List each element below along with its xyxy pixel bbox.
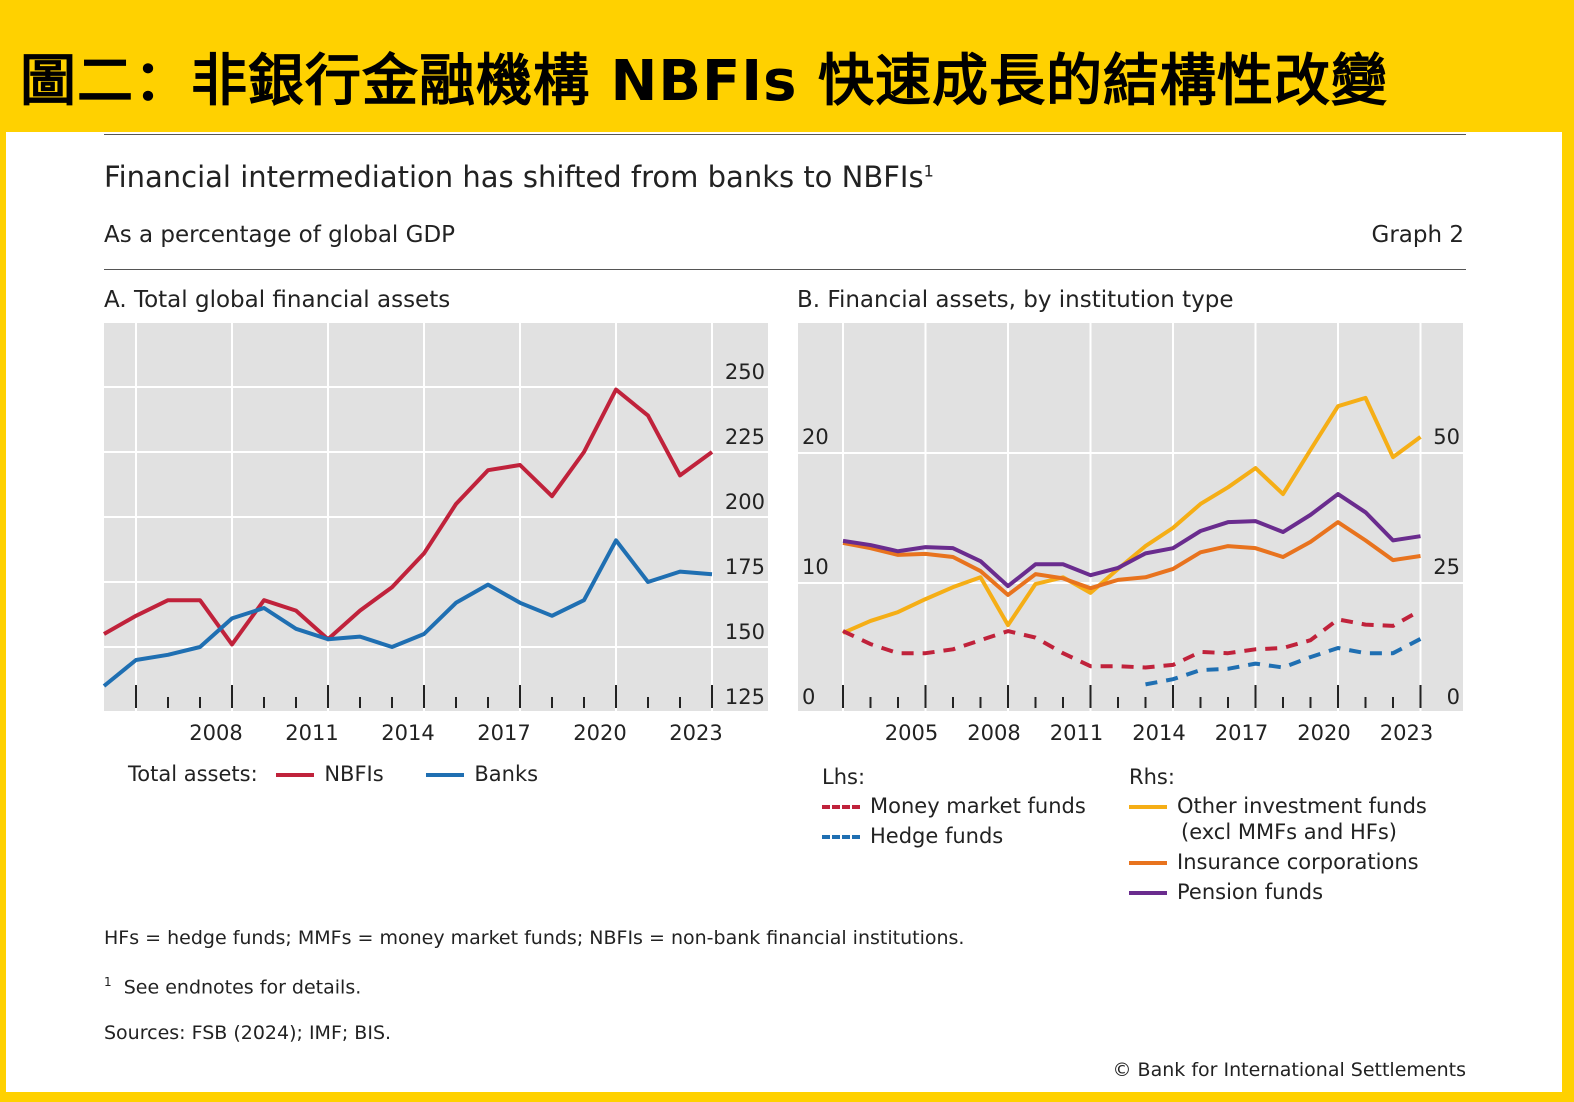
y-tick-label-a: 150	[725, 620, 765, 644]
sources: Sources: FSB (2024); IMF; BIS.	[104, 1022, 392, 1044]
graph-label: Graph 2	[1371, 222, 1465, 248]
copyright: © Bank for International Settlements	[1112, 1059, 1466, 1081]
panel-a-title: A. Total global financial assets	[104, 287, 451, 313]
footnote-1: 1 See endnotes for details.	[104, 975, 361, 998]
x-tick-label-b: 2017	[1215, 721, 1268, 745]
series-line-money-market-funds	[842, 608, 1422, 670]
legend-hedge: Hedge funds	[822, 824, 1003, 848]
legend-swatch-hedge	[822, 835, 860, 839]
legend-mmf: Money market funds	[822, 794, 1086, 818]
x-tick-label-a: 2020	[573, 721, 626, 745]
x-tick-label-b: 2005	[885, 721, 938, 745]
footnote-abbreviations: HFs = hedge funds; MMFs = money market f…	[104, 927, 965, 949]
x-tick-label-a: 2014	[381, 721, 434, 745]
y-tick-label-a: 250	[725, 360, 765, 384]
legend-other: Other investment funds	[1129, 794, 1427, 818]
series-line-hedge-funds	[1145, 637, 1422, 687]
series-line-nbfis	[103, 387, 714, 647]
lhs-tick-label: 10	[802, 555, 829, 579]
banner-title: 圖二：非銀行金融機構 NBFIs 快速成長的結構性改變	[20, 49, 1388, 114]
legend-label-pension: Pension funds	[1177, 880, 1324, 904]
top-rule	[104, 134, 1466, 135]
legend-a-title: Total assets:	[128, 762, 258, 786]
legend-swatch-banks	[426, 773, 465, 777]
legend-insurance: Insurance corporations	[1129, 850, 1419, 874]
y-tick-label-a: 225	[725, 425, 765, 449]
x-tick-label-a: 2023	[669, 721, 722, 745]
footnote-1-text: See endnotes for details.	[123, 976, 362, 999]
rhs-tick-label: 25	[1433, 555, 1460, 579]
legend-swatch-other	[1129, 805, 1167, 809]
subtitle: As a percentage of global GDP	[104, 222, 456, 248]
series-line-banks	[102, 538, 713, 688]
legend-pension: Pension funds	[1129, 880, 1323, 904]
x-tick-label-b: 2014	[1132, 721, 1185, 745]
legend-swatch-pension	[1129, 891, 1167, 895]
lhs-tick-label: 20	[802, 425, 829, 449]
rhs-tick-label: 0	[1447, 685, 1460, 709]
y-tick-label-a: 125	[725, 685, 765, 709]
x-tick-label-a: 2017	[477, 721, 530, 745]
title-footnote-mark: 1	[923, 161, 934, 181]
x-tick-label-b: 2011	[1050, 721, 1103, 745]
legend-other-line2: (excl MMFs and HFs)	[1181, 820, 1397, 844]
x-tick-label-b: 2023	[1380, 721, 1433, 745]
legend-swatch-mmf	[822, 805, 860, 809]
figure-title: Financial intermediation has shifted fro…	[104, 160, 934, 194]
legend-label-mmf: Money market funds	[870, 794, 1086, 818]
title-text: Financial intermediation has shifted fro…	[104, 160, 924, 194]
footnote-1-mark: 1	[104, 975, 112, 989]
series-line-other-investment-funds	[842, 395, 1422, 635]
plot-area-b	[798, 323, 1463, 711]
legend-label-hedge: Hedge funds	[870, 824, 1004, 848]
legend-rhs-title: Rhs:	[1129, 765, 1175, 789]
x-tick-label-b: 2020	[1297, 721, 1350, 745]
legend-swatch-insurance	[1129, 861, 1167, 865]
lhs-tick-label: 0	[802, 685, 815, 709]
series-line-insurance-corporations	[842, 520, 1421, 597]
legend-lhs-title: Lhs:	[822, 765, 866, 789]
x-tick-label-a: 2011	[285, 721, 338, 745]
rhs-tick-label: 50	[1433, 425, 1460, 449]
legend-label-insurance: Insurance corporations	[1177, 850, 1419, 874]
header-rule	[104, 269, 1466, 270]
legend-label-banks: Banks	[474, 762, 539, 786]
y-tick-label-a: 200	[725, 490, 765, 514]
panel-b-title: B. Financial assets, by institution type	[797, 287, 1234, 313]
legend-label-nbfi: NBFIs	[324, 762, 384, 786]
series-line-pension-funds	[842, 492, 1421, 589]
legend-swatch-nbfi	[276, 773, 315, 777]
x-tick-label-a: 2008	[189, 721, 242, 745]
legend-a: Total assets: NBFIs Banks	[128, 762, 538, 786]
x-tick-label-b: 2008	[967, 721, 1020, 745]
legend-label-other: Other investment funds	[1177, 794, 1427, 818]
y-tick-label-a: 175	[725, 555, 765, 579]
